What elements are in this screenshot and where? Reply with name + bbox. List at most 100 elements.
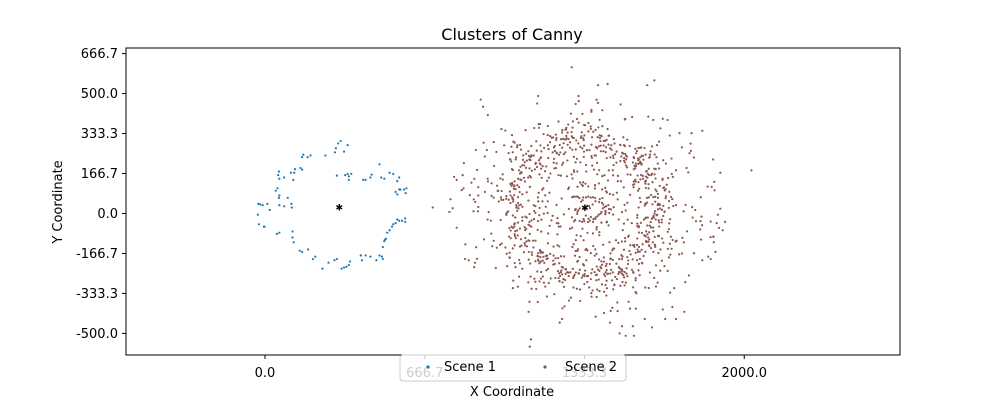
scene-2-point (513, 234, 517, 238)
scene-2-point (534, 260, 537, 263)
scene-2-point (597, 126, 600, 129)
scene-2-point (625, 158, 628, 161)
scene-2-point (611, 154, 615, 157)
scene-2-point (646, 224, 649, 227)
scene-2-point (539, 277, 543, 280)
scene-2-point (611, 271, 614, 274)
scene-2-point (604, 283, 607, 287)
scene-2-point (592, 217, 595, 221)
scene-2-point (587, 217, 590, 220)
scene-2-point (629, 253, 632, 256)
scene-2-point (557, 153, 561, 156)
scene-1-point (292, 178, 295, 182)
scene-2-point (645, 240, 648, 243)
scene-2-point (712, 235, 715, 238)
scene-2-point (581, 227, 584, 230)
scene-2-point (522, 251, 526, 254)
scene-2-point (475, 246, 478, 249)
scene-2-point (577, 94, 580, 98)
scene-2-point (462, 187, 465, 190)
scene-2-point (674, 169, 678, 172)
scene-1-point (283, 176, 286, 179)
scene-2-point (637, 146, 640, 150)
scene-2-point (605, 287, 609, 290)
scene-2-point (616, 301, 619, 304)
scene-2-point (528, 174, 531, 177)
scene-2-point (625, 272, 628, 275)
scene-2-point (639, 221, 642, 224)
scene-1-point (342, 150, 346, 153)
scene-2-point (549, 277, 552, 280)
scene-2-point (595, 226, 598, 229)
scene-2-point (582, 137, 585, 140)
scene-1-point (261, 204, 264, 207)
scene-2-point (545, 269, 548, 272)
scene-2-point (515, 206, 518, 209)
scene-2-point (619, 284, 622, 287)
scene-2-point (540, 218, 543, 221)
scene-2-point (577, 272, 580, 275)
scene-2-point (548, 141, 552, 144)
scene-2-point (620, 240, 623, 243)
scene-2-point (688, 152, 691, 155)
scene-2-point (626, 166, 629, 169)
scene-1-point (339, 139, 342, 143)
scene-2-point (622, 186, 625, 189)
scene-2-point (537, 159, 541, 162)
scene-2-point (542, 212, 545, 215)
scene-2-point (575, 157, 578, 160)
scene-2-point (567, 137, 570, 141)
scene-2-point (608, 192, 612, 196)
scene-2-point (475, 168, 479, 172)
scene-2-point (518, 186, 521, 189)
scene-2-point (580, 135, 583, 138)
scene-2-point (635, 243, 639, 247)
scene-2-point (508, 251, 511, 254)
scene-1-point (402, 188, 406, 191)
scene-2-point (489, 219, 492, 222)
scene-2-point (514, 236, 517, 240)
scene-2-point (570, 173, 573, 176)
scene-2-point (570, 216, 574, 219)
scene-2-point (593, 254, 596, 257)
scene-2-point (595, 228, 598, 231)
scene-2-point (527, 310, 530, 313)
scene-1-point (384, 237, 388, 240)
scene-2-point (505, 213, 508, 217)
scene-2-point (590, 110, 593, 113)
scene-2-point (643, 234, 646, 237)
scene-2-point (594, 315, 597, 318)
scene-2-point (627, 300, 630, 303)
scene-2-point (600, 221, 603, 224)
scene-1-point (324, 154, 327, 157)
scene-2-point (564, 272, 567, 275)
scene-2-point (636, 216, 639, 219)
scene-2-point (505, 211, 508, 214)
scene-2-point (509, 201, 512, 205)
scene-2-point (600, 201, 604, 204)
scene-2-point (687, 171, 690, 174)
scene-2-point (664, 162, 668, 165)
scene-2-point (566, 131, 569, 134)
scene-1-point (392, 172, 395, 176)
scene-2-point (601, 109, 604, 112)
scene-2-point (527, 199, 530, 202)
scene-2-point (537, 259, 540, 262)
scene-2-point (649, 247, 653, 250)
scene-2-point (512, 200, 515, 203)
scene-2-point (598, 137, 602, 140)
scene-2-point (584, 214, 587, 217)
scene-2-point (601, 188, 604, 191)
scene-2-point (612, 156, 615, 160)
scene-2-point (590, 292, 593, 295)
scene-1-point (404, 217, 407, 220)
scene-2-point (559, 271, 562, 274)
scene-2-point (605, 294, 608, 297)
scene-2-point (557, 222, 560, 225)
scene-2-point (632, 334, 636, 337)
scene-2-point (580, 200, 583, 203)
scene-2-point (519, 148, 523, 151)
scene-2-point (699, 228, 702, 231)
scene-2-point (644, 286, 647, 289)
scene-2-point (541, 165, 544, 168)
